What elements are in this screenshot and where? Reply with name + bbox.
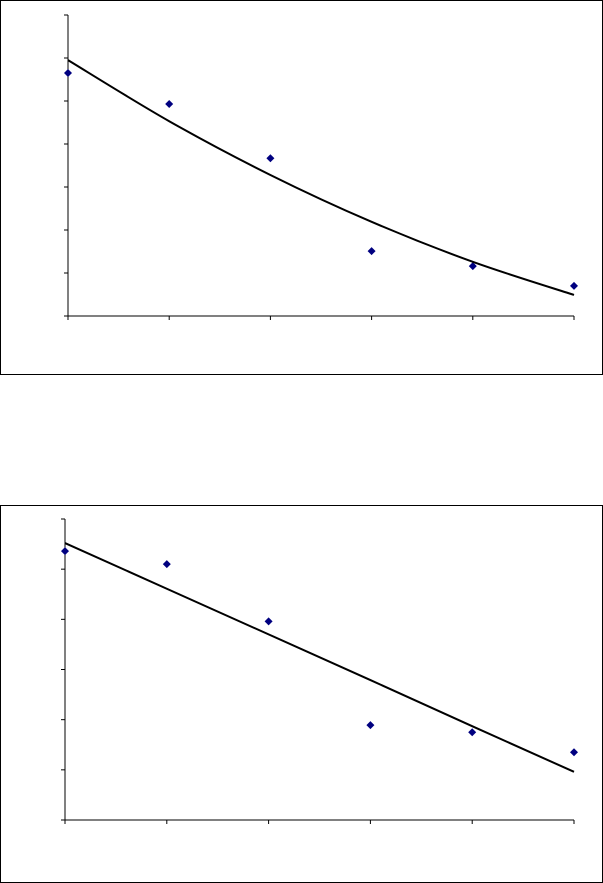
chart	[0, 0, 603, 375]
point	[366, 721, 375, 730]
point	[367, 247, 376, 256]
point	[570, 748, 578, 757]
trend-line	[64, 542, 575, 773]
point	[266, 154, 275, 163]
point	[468, 728, 477, 737]
chart-border	[0, 0, 603, 375]
point	[64, 69, 72, 78]
point	[165, 100, 174, 109]
chart	[0, 505, 603, 883]
point	[264, 617, 273, 626]
chart-border	[0, 505, 603, 883]
point	[61, 547, 69, 556]
point	[162, 560, 171, 569]
point	[468, 262, 477, 271]
point	[570, 281, 578, 290]
trend-line	[67, 59, 575, 296]
